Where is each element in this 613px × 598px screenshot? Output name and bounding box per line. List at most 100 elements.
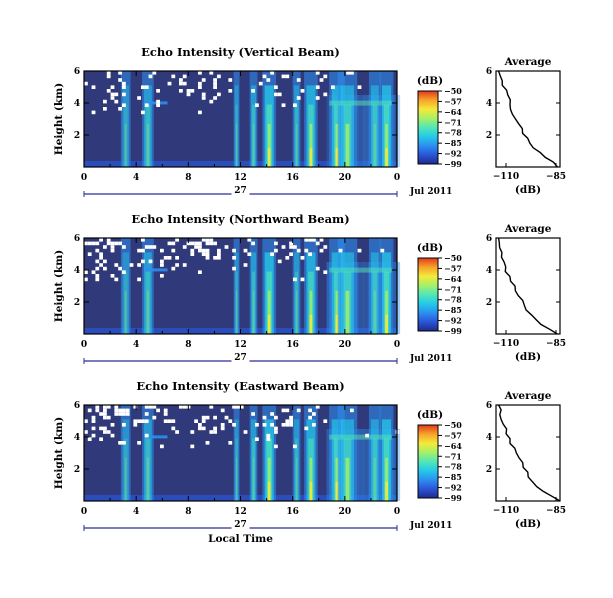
heatmap-plume: [233, 238, 240, 334]
heatmap-plume: [295, 104, 299, 167]
missing-cell: [190, 248, 195, 253]
missing-cell: [198, 426, 202, 431]
heatmap-plume: [370, 252, 379, 334]
day-label-bg: [231, 520, 250, 530]
missing-data: [84, 238, 385, 282]
profile-y-tick-label: 2: [486, 465, 492, 475]
colorbar-tick-label: −71: [444, 117, 462, 127]
heatmap-plume: [234, 252, 239, 334]
missing-cell: [262, 74, 267, 79]
missing-cell: [323, 245, 328, 249]
y-axis-label: Height (km): [53, 83, 65, 155]
missing-cell: [152, 405, 157, 409]
missing-cell: [87, 437, 92, 441]
missing-cell: [205, 248, 210, 253]
missing-cell: [198, 110, 202, 115]
heatmap-plume: [124, 290, 127, 334]
heatmap-plume: [295, 290, 298, 334]
heatmap-plume-core: [385, 481, 388, 501]
missing-cell: [304, 238, 309, 242]
missing-cell: [198, 85, 202, 89]
profile-x-tick-label: −85: [546, 172, 566, 182]
missing-cell: [171, 74, 176, 79]
profile-x-tick-label: −110: [493, 339, 519, 349]
missing-cell: [289, 245, 293, 249]
profile-y-tick-label: 6: [486, 234, 492, 244]
missing-cell: [171, 426, 176, 431]
missing-data: [84, 405, 400, 449]
day-label: 27: [234, 186, 247, 196]
missing-cell: [274, 85, 278, 89]
profile-y-tick-label: 6: [486, 401, 492, 411]
colorbar-tick-label: −78: [444, 295, 462, 305]
colorbar: [417, 424, 439, 499]
panel-title: Echo Intensity (Eastward Beam): [136, 379, 344, 393]
missing-cell: [296, 78, 301, 82]
missing-cell: [315, 85, 320, 89]
missing-cell: [110, 92, 115, 97]
heatmap-plume: [373, 123, 377, 167]
missing-cell: [255, 437, 259, 441]
missing-cell: [91, 426, 96, 431]
missing-cell: [103, 426, 107, 431]
missing-cell: [243, 430, 248, 434]
heatmap-plume-core: [309, 481, 313, 501]
heatmap-plume: [309, 290, 313, 334]
missing-cell: [315, 71, 320, 75]
y-axis-label: Height (km): [53, 417, 65, 489]
missing-cell: [103, 408, 107, 413]
y-axis-label: Height (km): [53, 250, 65, 322]
missing-cell: [205, 256, 210, 260]
missing-cell: [110, 241, 115, 246]
heatmap-plume-core: [267, 314, 271, 334]
missing-cell: [201, 252, 206, 256]
heatmap-plume: [234, 85, 239, 167]
colorbar-tick-label: −64: [444, 274, 462, 284]
colorbar-tick-label: −57: [444, 430, 462, 440]
missing-cell: [289, 415, 293, 420]
missing-cell: [114, 263, 119, 267]
heatmap-plume: [234, 419, 239, 501]
missing-cell: [122, 245, 126, 249]
missing-cell: [122, 103, 126, 107]
heatmap-plume: [123, 104, 128, 167]
missing-cell: [144, 245, 149, 249]
missing-cell: [106, 241, 111, 246]
missing-cell: [228, 89, 233, 93]
missing-cell: [300, 89, 305, 93]
missing-cell: [186, 92, 191, 97]
missing-cell: [289, 419, 293, 423]
heatmap-plume: [372, 438, 378, 501]
missing-cell: [84, 419, 88, 423]
missing-cell: [122, 441, 126, 445]
missing-cell: [198, 81, 202, 86]
heatmap-plume: [295, 457, 298, 501]
missing-cell: [144, 103, 149, 107]
y-tick-label: 6: [74, 67, 80, 77]
colorbar-tick-label: −99: [444, 326, 462, 336]
heatmap-plume: [345, 457, 350, 501]
missing-cell: [144, 85, 149, 89]
echo-layer: [143, 101, 168, 105]
missing-cell: [277, 92, 282, 97]
heatmap-plume: [122, 419, 129, 501]
echo-layer: [143, 435, 168, 439]
missing-cell: [217, 256, 221, 260]
missing-cell: [205, 241, 210, 246]
x-tick-label: 0: [81, 173, 87, 183]
missing-cell: [160, 274, 164, 278]
missing-cell: [118, 408, 122, 413]
missing-cell: [133, 405, 138, 409]
missing-cell: [308, 408, 312, 413]
heatmap-plume: [120, 405, 131, 501]
missing-cell: [118, 107, 122, 111]
missing-cell: [239, 405, 244, 409]
heatmap-plume: [292, 71, 301, 167]
missing-cell: [338, 248, 343, 253]
missing-cell: [144, 419, 149, 423]
heatmap-plume-core: [309, 314, 313, 334]
colorbar-label: (dB): [417, 409, 443, 421]
echo-layer: [143, 268, 168, 272]
missing-cell: [125, 408, 130, 413]
